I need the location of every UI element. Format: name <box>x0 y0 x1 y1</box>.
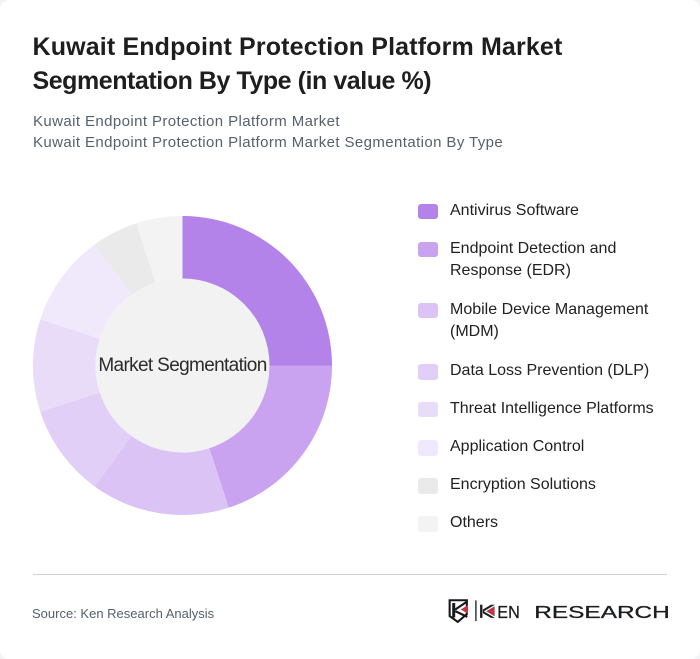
svg-text:EN: EN <box>497 602 520 622</box>
svg-text:RESEARCH: RESEARCH <box>534 602 670 622</box>
